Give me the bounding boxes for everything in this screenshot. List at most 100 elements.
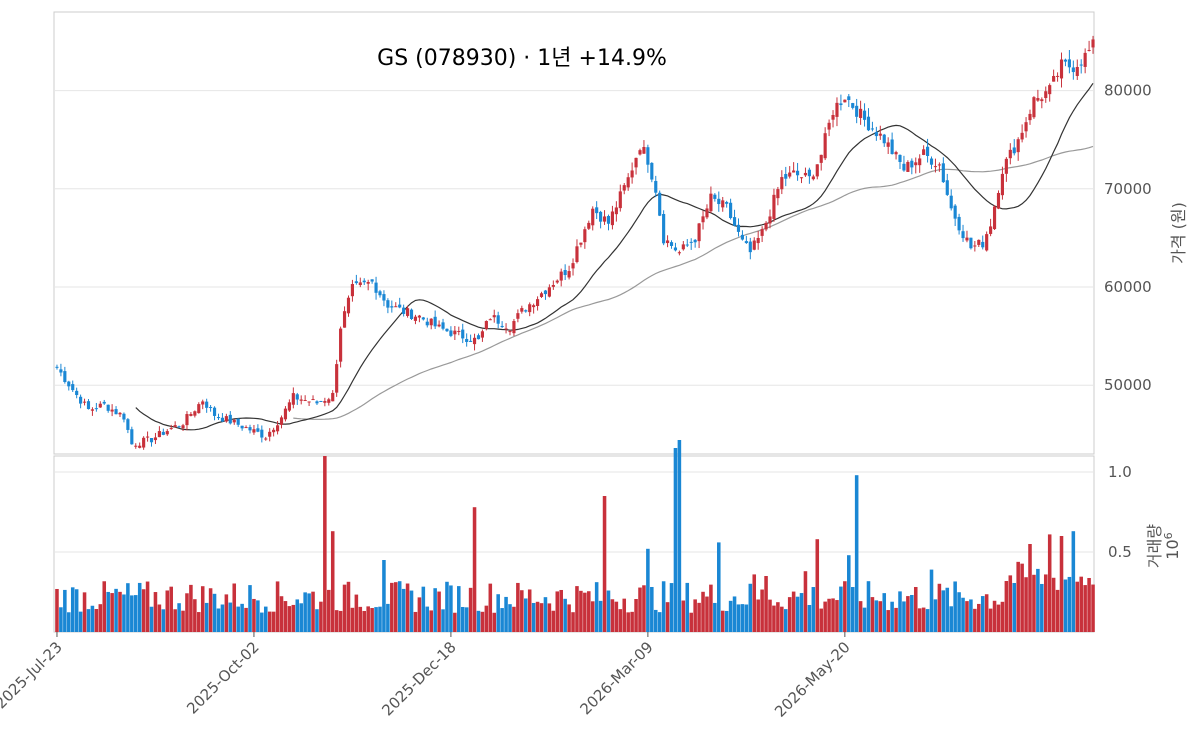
volume-bar	[610, 599, 615, 632]
volume-bar	[94, 609, 99, 632]
volume-bar	[768, 599, 772, 632]
volume-bar	[169, 586, 173, 632]
candle-body	[1008, 149, 1012, 159]
candle-body	[536, 299, 540, 306]
candle-body	[740, 234, 744, 240]
volume-bar	[275, 581, 280, 632]
volume-bar	[141, 589, 146, 632]
volume-bar	[953, 581, 957, 632]
volume-bar	[130, 595, 134, 632]
candle-body	[216, 417, 221, 419]
volume-bar	[334, 610, 339, 632]
candle-body	[815, 164, 819, 177]
volume-bar	[984, 594, 989, 632]
volume-bar	[858, 601, 863, 632]
volume-bar	[590, 601, 595, 632]
candle-body	[721, 200, 725, 208]
volume-bar	[567, 604, 571, 632]
candle-body	[138, 445, 142, 448]
candle-body	[197, 404, 201, 414]
candle-body	[685, 244, 689, 246]
volume-bar	[1043, 574, 1048, 632]
volume-bar	[508, 604, 512, 632]
volume-bar	[815, 539, 820, 632]
candle-body	[614, 207, 618, 215]
volume-bar	[744, 604, 749, 632]
candle-body	[1079, 64, 1083, 66]
candle-body	[276, 425, 280, 432]
volume-bar	[433, 588, 437, 632]
candle-body	[595, 207, 599, 214]
volume-bar	[709, 584, 713, 632]
candle-body	[98, 403, 102, 408]
volume-bar	[1051, 577, 1056, 632]
candle-body	[902, 163, 906, 171]
candle-body	[307, 401, 311, 403]
candle-body	[421, 317, 425, 320]
candle-body	[673, 247, 678, 251]
candle-body	[413, 316, 418, 321]
candle-body	[945, 180, 949, 195]
volume-bar	[1036, 568, 1040, 632]
volume-bar	[208, 588, 213, 632]
candle-body	[67, 381, 71, 387]
volume-bar	[681, 600, 686, 632]
candle-body	[736, 224, 741, 232]
candle-body	[528, 304, 532, 313]
volume-bar	[783, 609, 788, 632]
candle-body	[157, 431, 161, 438]
volume-bar	[232, 583, 237, 632]
candle-body	[161, 431, 165, 435]
volume-bar	[898, 591, 902, 632]
candle-body	[331, 392, 335, 402]
volume-bar	[843, 581, 847, 632]
candle-body	[102, 401, 106, 404]
volume-bar	[248, 585, 252, 632]
volume-bar	[1024, 577, 1028, 632]
volume-bar	[173, 609, 177, 632]
candle-body	[323, 401, 327, 403]
volume-bar	[551, 610, 556, 632]
volume-bar	[850, 587, 855, 632]
volume-bar	[228, 602, 233, 632]
volume-bar	[200, 586, 205, 632]
volume-bar	[854, 475, 859, 632]
volume-bar	[98, 604, 103, 632]
volume-bar	[870, 597, 875, 632]
candle-body	[539, 293, 544, 297]
volume-exponent-base: 10	[1163, 539, 1182, 559]
candle-body	[1059, 59, 1064, 79]
candle-body	[488, 319, 492, 321]
volume-bar	[555, 591, 560, 632]
candle-body	[646, 147, 650, 165]
volume-bar	[776, 602, 780, 632]
candle-body	[181, 425, 185, 429]
candle-body	[847, 96, 851, 101]
volume-bar	[224, 594, 229, 632]
candle-body	[756, 237, 760, 244]
candle-body	[1040, 99, 1044, 102]
candle-body	[803, 172, 808, 176]
candle-body	[453, 330, 457, 335]
candle-body	[886, 142, 890, 147]
candle-body	[776, 189, 780, 199]
candle-body	[532, 305, 536, 308]
volume-bar	[118, 591, 122, 632]
candle-body	[358, 282, 362, 286]
volume-bar	[137, 582, 142, 632]
volume-bar	[701, 591, 705, 632]
volume-bar	[354, 594, 359, 632]
candle-body	[480, 331, 484, 338]
volume-bar	[831, 598, 835, 632]
candle-body	[1044, 91, 1048, 99]
volume-bar	[496, 594, 500, 632]
candle-body	[79, 396, 83, 404]
volume-bar	[244, 607, 248, 632]
candle-body	[575, 246, 579, 263]
volume-bar	[382, 560, 386, 632]
volume-bar	[500, 608, 504, 632]
candle-body	[547, 287, 551, 297]
volume-bar	[181, 610, 185, 632]
candle-body	[177, 426, 181, 428]
